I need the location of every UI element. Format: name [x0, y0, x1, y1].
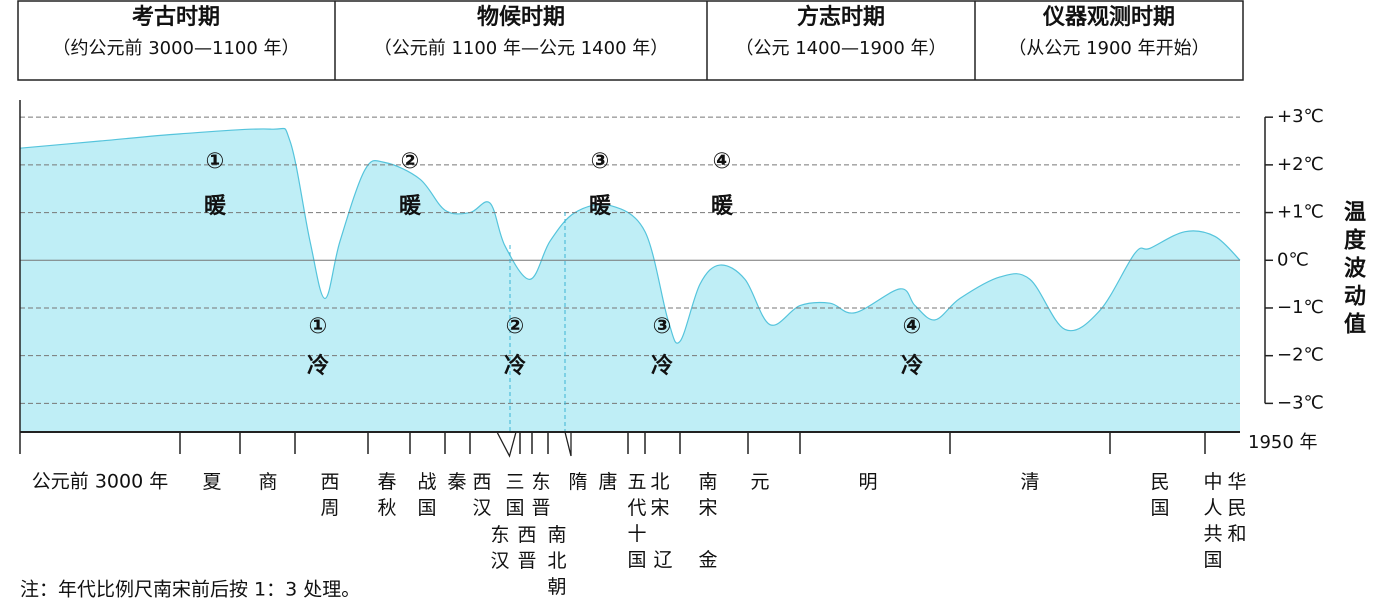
plot	[19, 127, 1241, 432]
cold-label: 冷	[901, 353, 923, 379]
period-title: 方志时期	[797, 4, 885, 30]
end-label: 1950 年	[1248, 432, 1318, 453]
cold-number: ④	[903, 314, 922, 339]
era-label: 公元前 3000 年	[32, 471, 168, 493]
era-label: 元	[750, 471, 769, 493]
period-subtitle: （公元前 1100 年—公元 1400 年）	[374, 38, 669, 59]
warm-number: ①	[206, 149, 225, 174]
era-label: 春秋	[377, 471, 396, 519]
warm-number: ②	[401, 149, 420, 174]
era-label: 东晋	[531, 471, 550, 519]
era-label: 隋	[568, 471, 587, 493]
cold-number: ①	[309, 314, 328, 339]
era-label: 中华人 民共 和国	[1203, 471, 1246, 571]
era-label: 明	[858, 471, 877, 493]
era-label: 五代十国	[627, 471, 646, 571]
warm-number: ④	[713, 149, 732, 174]
era-label: 唐	[598, 471, 617, 493]
y-tick-label: +3℃	[1277, 106, 1324, 127]
x-bracket	[496, 431, 517, 458]
y-tick-label: +2℃	[1277, 154, 1324, 175]
period-subtitle: （约公元前 3000—1100 年）	[52, 38, 299, 59]
cold-number: ②	[506, 314, 525, 339]
area	[20, 128, 1240, 432]
era-label: 东汉	[490, 524, 509, 572]
era-label: 南宋	[698, 471, 717, 519]
y-tick-label: −3℃	[1277, 392, 1324, 413]
y-tick-label: +1℃	[1277, 202, 1324, 223]
area-line	[19, 127, 1241, 344]
warm-number: ③	[591, 149, 610, 174]
era-label: 辽	[653, 549, 672, 571]
era-label: 三国	[505, 471, 524, 519]
warm-label: 暖	[711, 194, 734, 219]
period-subtitle: （公元 1400—1900 年）	[735, 38, 946, 59]
period-title: 仪器观测时期	[1042, 5, 1175, 30]
cold-label: 冷	[651, 353, 673, 379]
era-label: 金	[698, 549, 717, 571]
x-bracket	[564, 431, 572, 457]
period-subtitle: （从公元 1900 年开始）	[1008, 38, 1209, 59]
warm-label: 暖	[204, 194, 227, 219]
warm-label: 暖	[399, 194, 422, 219]
era-label: 南北朝	[547, 524, 566, 598]
era-label: 清	[1020, 471, 1039, 493]
y-tick-label: −1℃	[1277, 297, 1324, 318]
note: 注：年代比例尺南宋前后按 1：3 处理。	[20, 579, 360, 601]
era-label: 商	[258, 471, 277, 493]
period-title: 物候时期	[477, 4, 565, 30]
cold-label: 冷	[504, 353, 526, 379]
era-label: 民国	[1150, 471, 1169, 519]
period-title: 考古时期	[132, 4, 220, 30]
era-label: 战国	[417, 471, 436, 519]
era-label: 夏	[202, 471, 221, 493]
cold-number: ③	[653, 314, 672, 339]
era-label: 北宋	[650, 471, 669, 519]
y-tick-label: −2℃	[1277, 345, 1324, 366]
era-label: 西晋	[517, 524, 536, 572]
era-label: 秦	[447, 471, 466, 493]
cold-label: 冷	[307, 353, 329, 379]
header-frame	[17, 0, 1244, 81]
era-label: 西周	[320, 471, 339, 519]
era-label: 西汉	[472, 471, 491, 519]
warm-label: 暖	[589, 194, 612, 219]
y-tick-label: 0℃	[1277, 249, 1309, 270]
y-axis-label: 温度波动值	[1340, 200, 1366, 340]
